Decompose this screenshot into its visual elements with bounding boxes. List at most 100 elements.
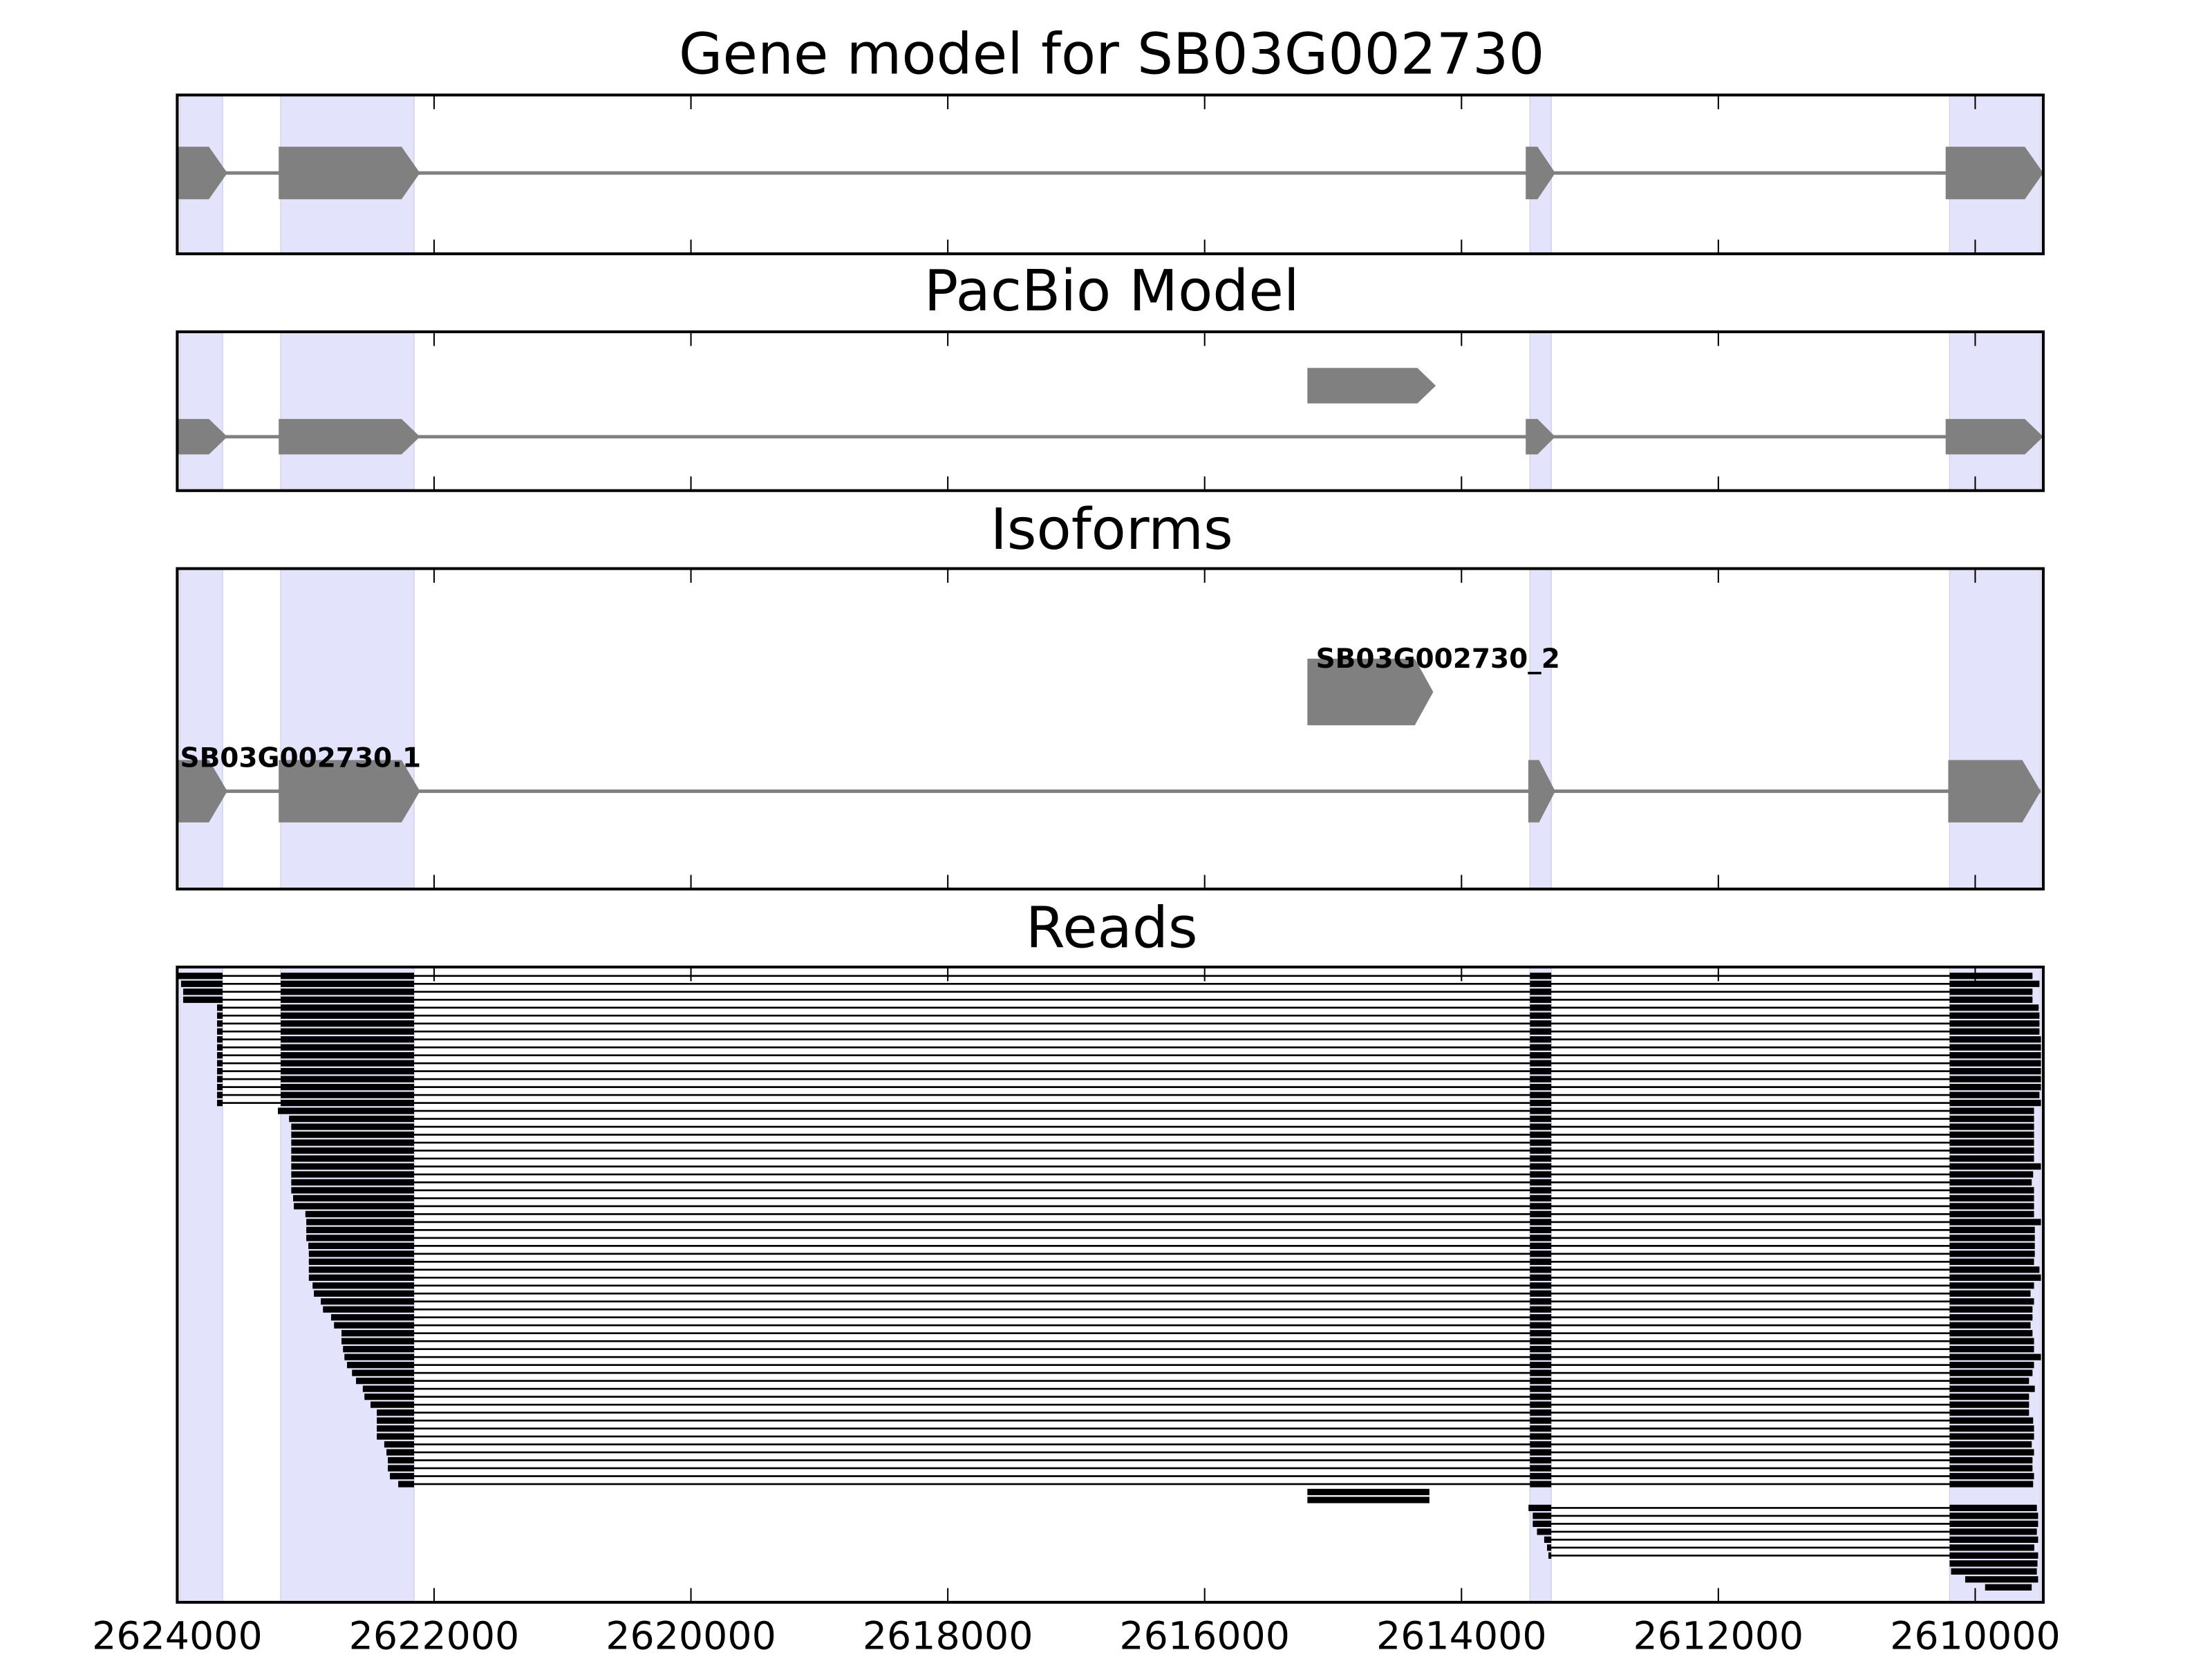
read-block (217, 1091, 223, 1098)
read-block (1530, 1028, 1552, 1035)
read (308, 1258, 2034, 1265)
panel-title-isoforms: Isoforms (991, 497, 1233, 563)
read-block (1949, 980, 2040, 987)
read-block (1949, 1560, 2038, 1567)
read (343, 1346, 2034, 1353)
read-block (1949, 1036, 2041, 1043)
read-block (281, 1044, 415, 1051)
panel-reads: Reads (176, 895, 2045, 1604)
read (330, 1314, 2033, 1321)
read-block (1530, 1362, 1552, 1369)
read-block (291, 1179, 415, 1186)
read-block (1949, 1171, 2034, 1178)
read-block (217, 1060, 223, 1067)
read-intron-line (289, 1118, 2034, 1120)
read-block (371, 1401, 415, 1408)
read-block (1949, 1139, 2034, 1146)
read-block (1530, 1036, 1552, 1043)
read-block (1528, 1504, 1552, 1512)
panel-title-pacbio-model: PacBio Model (924, 259, 1300, 324)
read-intron-line (217, 1078, 2041, 1080)
read (278, 1107, 2034, 1114)
exon-block (1945, 419, 2043, 455)
read-intron-line (308, 1268, 2040, 1271)
read-intron-line (291, 1125, 2034, 1128)
read-intron-line (377, 1412, 2030, 1414)
read-intron-line (217, 1006, 2039, 1009)
exon-block (1307, 368, 1436, 404)
read (356, 1378, 2030, 1385)
read-intron-line (291, 1134, 2034, 1136)
highlight-region (280, 331, 415, 491)
read-block (1530, 988, 1552, 995)
read-block (1949, 1194, 2034, 1202)
highlight-region (1949, 331, 2041, 491)
read-block (1949, 1378, 2030, 1385)
read-block (281, 973, 415, 980)
read-block (1530, 1274, 1552, 1281)
read-block (1530, 1314, 1552, 1321)
panel-frame (176, 330, 2045, 492)
read-block (1949, 1091, 2040, 1098)
read-block (377, 1409, 415, 1416)
read-block (281, 980, 415, 987)
read-block (1530, 1139, 1552, 1146)
read-intron-line (291, 1157, 2034, 1160)
exon-block (177, 147, 227, 200)
read-block (1949, 1028, 2040, 1035)
read-block (217, 1099, 223, 1107)
isoform-label-2: SB03G002730_2 (1316, 644, 1560, 675)
x-tick-label: 2622000 (349, 1615, 520, 1659)
read-block (1530, 996, 1552, 1003)
read-block (291, 1187, 415, 1194)
read-block (1530, 1187, 1552, 1194)
read (305, 1210, 2034, 1218)
read-block (1949, 1385, 2035, 1392)
read-block (217, 1028, 223, 1035)
read-block (330, 1314, 415, 1321)
read-block (291, 1163, 415, 1170)
read-block (291, 1171, 415, 1178)
read-intron-line (217, 1046, 2041, 1049)
read-block (1530, 1012, 1552, 1019)
read-intron-line (334, 1324, 2031, 1327)
read-block (1949, 1290, 2031, 1297)
read-intron-line (1537, 1530, 2037, 1533)
read-block (1530, 1417, 1552, 1424)
read-block (308, 1274, 415, 1281)
read-block (1949, 1512, 2038, 1519)
read-block (388, 1465, 415, 1472)
read-block (1949, 1465, 2033, 1472)
read-block (1530, 1210, 1552, 1218)
panel-frame (176, 93, 2045, 256)
exon-block (279, 419, 420, 455)
read (217, 1012, 2040, 1019)
read-block (1530, 1226, 1552, 1233)
read-block (1949, 1441, 2032, 1448)
read-block (1530, 1353, 1552, 1360)
read-block (1949, 1226, 2035, 1233)
read-intron-line (182, 998, 2033, 1001)
read-block (1949, 1409, 2030, 1416)
read-block (308, 1250, 415, 1257)
read-intron-line (347, 1364, 2034, 1366)
read-block (291, 1139, 415, 1146)
read (291, 1131, 2034, 1138)
read-intron-line (217, 1030, 2040, 1033)
read-block (1949, 1449, 2034, 1456)
read-block (1530, 1394, 1552, 1400)
read-block (1530, 1449, 1552, 1456)
read-block (1949, 973, 2033, 980)
read-block (1530, 1369, 1552, 1376)
read-intron-line (294, 1205, 2034, 1208)
read (341, 1330, 2033, 1337)
read-block (1965, 1576, 2038, 1583)
read (362, 1385, 2035, 1392)
read (344, 1353, 2041, 1360)
read-intron-line (291, 1165, 2041, 1168)
read (291, 1163, 2041, 1170)
highlight-region (1949, 568, 2041, 890)
read-block (1530, 1068, 1552, 1075)
read (377, 1433, 2034, 1440)
read-block (1307, 1488, 1430, 1496)
